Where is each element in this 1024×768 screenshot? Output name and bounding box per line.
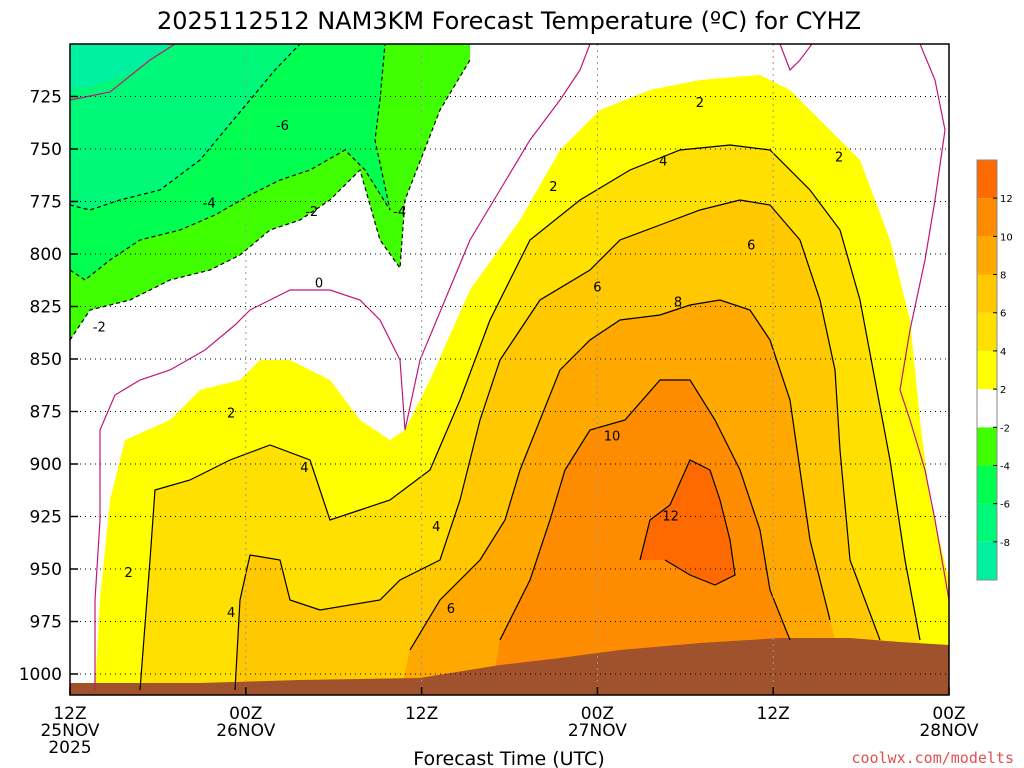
y-axis: 725 750 775 800 825 850 875 900 925 950 975 1000: [19, 88, 78, 685]
band-cold-minus8: [70, 44, 170, 90]
colorbar-frame: [976, 159, 998, 581]
contour-label: -6: [276, 119, 289, 134]
colorbar-segment: [977, 541, 997, 580]
y-tick-label: 850: [30, 350, 62, 370]
contour-zero: [94, 44, 591, 690]
x-tick-label: 12Z: [405, 704, 438, 724]
y-tick-label: 775: [30, 193, 62, 213]
temperature-field: [70, 44, 949, 695]
x-tick-label: 00Z: [932, 704, 965, 724]
colorbar-label: 4: [1000, 347, 1006, 358]
contour-eight: [499, 379, 791, 641]
contour-label: 12: [662, 510, 679, 525]
y-tick-label: 875: [30, 403, 62, 423]
contour-label: 2: [124, 566, 132, 581]
x-tick-label: 12Z: [53, 704, 86, 724]
contour-ten: [639, 459, 736, 586]
contour-four: [234, 199, 881, 691]
contour-label: -4: [393, 205, 406, 220]
contour-label: 2: [696, 96, 704, 111]
colorbar-label: -4: [1000, 461, 1010, 472]
contour-label: 8: [674, 295, 682, 310]
x-tick-label: 25NOV: [40, 721, 99, 741]
y-tick-label: 800: [30, 245, 62, 265]
contour-label: 2: [227, 407, 235, 422]
colorbar-label: 8: [1000, 271, 1006, 282]
contour-label: 4: [227, 606, 235, 621]
contour-label: -4: [203, 197, 216, 212]
x-tick-label: 26NOV: [216, 721, 275, 741]
contour-zero: [779, 44, 813, 72]
colorbar-segment: [977, 427, 997, 466]
y-tick-label: 750: [30, 140, 62, 160]
colorbar-segment: [977, 350, 997, 390]
y-tick-label: 1000: [19, 665, 62, 685]
contour-minus4: [70, 44, 391, 281]
contour-zero: [899, 44, 949, 601]
contour-minus6: [70, 44, 301, 211]
grid-lines: [70, 44, 949, 695]
contour-six: [409, 299, 831, 651]
y-tick-label: 725: [30, 88, 62, 108]
colorbar-segment: [977, 503, 997, 542]
x-axis-label: Forecast Time (UTC): [413, 748, 604, 768]
x-tick-label: 00Z: [229, 704, 262, 724]
contour-label: 4: [659, 155, 667, 170]
y-tick-label: 925: [30, 508, 62, 528]
contour-minus2: [70, 59, 471, 341]
credit-text: coolwx.com/modelts: [851, 749, 1014, 767]
band-warm-12: [640, 460, 735, 585]
contour-label: 2: [835, 150, 843, 165]
colorbar-segment: [977, 465, 997, 504]
colorbar-label: 2: [1000, 385, 1006, 396]
contour-label: 4: [432, 520, 440, 535]
colorbar-label: -2: [1000, 423, 1010, 434]
colorbar-label: -8: [1000, 538, 1010, 549]
contour-two: [139, 144, 921, 691]
contour-label: -2: [93, 321, 106, 336]
colorbar: -8 -6 -4 -2 2 4 6 8 10 12: [976, 159, 1013, 581]
y-tick-label: 950: [30, 560, 62, 580]
band-cold-minus6: [70, 44, 300, 210]
contour-label: -2: [305, 205, 318, 220]
x-tick-label: 27NOV: [568, 721, 627, 741]
y-tick-label: 825: [30, 298, 62, 318]
contour-label: 6: [447, 602, 455, 617]
y-tick-label: 975: [30, 613, 62, 633]
colorbar-label: 10: [1000, 232, 1013, 243]
plot-frame: [69, 43, 950, 696]
colorbar-segment: [977, 274, 997, 313]
terrain-surface: [70, 638, 949, 695]
y-tick-label: 900: [30, 455, 62, 475]
chart-title: 2025112512 NAM3KM Forecast Temperature (…: [157, 7, 861, 35]
contour-label: 10: [604, 430, 621, 445]
contour-label: 2: [549, 180, 557, 195]
contour-labels: -6 -4 -2 -4 -2 0 2 4 2 4 4 6 2 4 6 8 6 2 2 10 12: [93, 96, 843, 621]
colorbar-segment: [977, 389, 997, 428]
contour-label: 6: [593, 281, 601, 296]
band-warm-10: [490, 380, 800, 695]
contour-label: 4: [300, 461, 308, 476]
x-tick-label: 12Z: [757, 704, 790, 724]
colorbar-segment: [977, 198, 997, 237]
colorbar-label: -6: [1000, 500, 1010, 511]
x-tick-label: 2025: [48, 738, 91, 758]
colorbar-segment: [977, 236, 997, 275]
colorbar-segment: [977, 160, 997, 199]
colorbar-label: 6: [1000, 309, 1006, 320]
colorbar-label: 12: [1000, 194, 1013, 205]
contour-label: 6: [747, 239, 755, 254]
x-tick-label: 28NOV: [919, 721, 978, 741]
colorbar-segment: [977, 312, 997, 351]
contour-label: 0: [315, 276, 323, 291]
x-tick-label: 00Z: [581, 704, 614, 724]
